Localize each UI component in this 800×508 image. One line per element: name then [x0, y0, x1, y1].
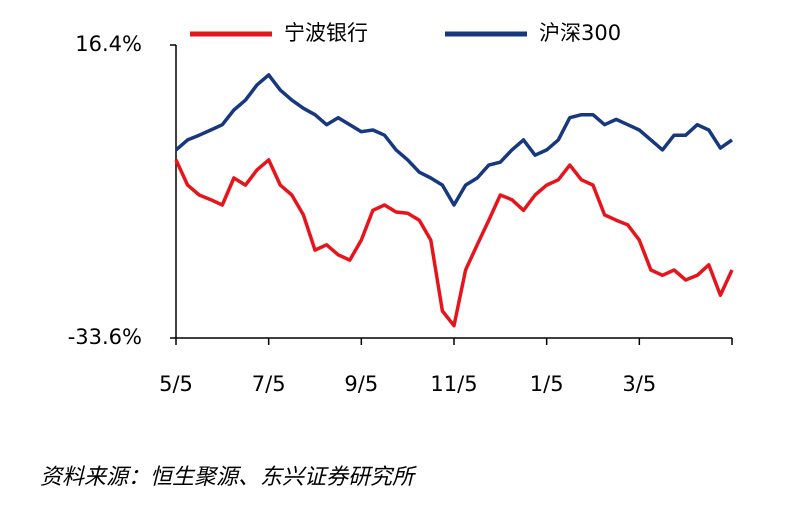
- series-line: [174, 158, 734, 328]
- legend-label: 宁波银行: [284, 21, 368, 45]
- series-line: [174, 73, 734, 207]
- x-tick-label: 11/5: [430, 372, 477, 396]
- x-tick-label: 5/5: [159, 372, 193, 396]
- y-tick-label: -33.6%: [68, 325, 142, 349]
- source-note: 资料来源：恒生聚源、东兴证券研究所: [40, 465, 417, 490]
- x-tick-label: 1/5: [530, 372, 564, 396]
- x-tick-label: 9/5: [344, 372, 378, 396]
- x-tick-label: 7/5: [252, 372, 286, 396]
- y-tick-label: 16.4%: [75, 32, 142, 56]
- x-tick-label: 3/5: [622, 372, 656, 396]
- legend-label: 沪深300: [539, 21, 621, 45]
